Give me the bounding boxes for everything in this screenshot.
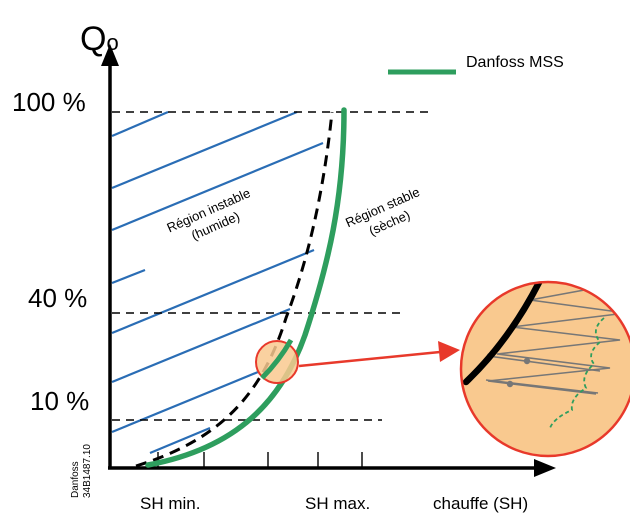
hatch-line [111,307,291,384]
y-tick-10: 10 % [30,386,89,416]
hatch-line [111,110,169,138]
svg-text:Danfoss: Danfoss [70,461,81,498]
zoom-oscillation-lines [485,282,629,395]
zoom-circle [459,280,630,458]
zoom-arrow [298,341,460,368]
legend: Danfoss MSS [388,54,564,75]
hatch-line [149,426,211,455]
zoom-black-curve [462,282,564,386]
hatch-line [111,110,298,190]
dashed-superheat-curve [135,111,334,468]
hatch-line [111,141,324,232]
y-axis-title: Qo [80,20,119,58]
y-tick-100: 100 % [12,87,86,117]
unstable-region-hatching [111,110,324,455]
hatch-line [111,248,315,335]
mss-curve [145,107,347,468]
document-watermark: Danfoss 34B1487.10 [70,444,93,498]
y-tick-40: 40 % [28,283,87,313]
magnifier-curve-segment [260,338,294,380]
stable-region-label: Région stable (sèche) [343,184,422,238]
unstable-region-label: Région instable (humide) [165,185,253,243]
legend-label: Danfoss MSS [466,54,564,71]
y-axis-arrowhead [101,44,119,66]
axes [101,44,556,477]
x-tick-sh-max: SH max. [305,494,370,513]
x-axis-ticks [157,452,363,468]
hatch-line [111,370,259,434]
x-axis-title: chauffe (SH) [433,494,528,513]
x-tick-sh-min: SH min. [140,494,200,513]
x-axis-arrowhead [534,459,556,477]
hatch-line [111,268,146,285]
reference-lines [112,111,432,421]
svg-text:34B1487.10: 34B1487.10 [82,444,93,498]
